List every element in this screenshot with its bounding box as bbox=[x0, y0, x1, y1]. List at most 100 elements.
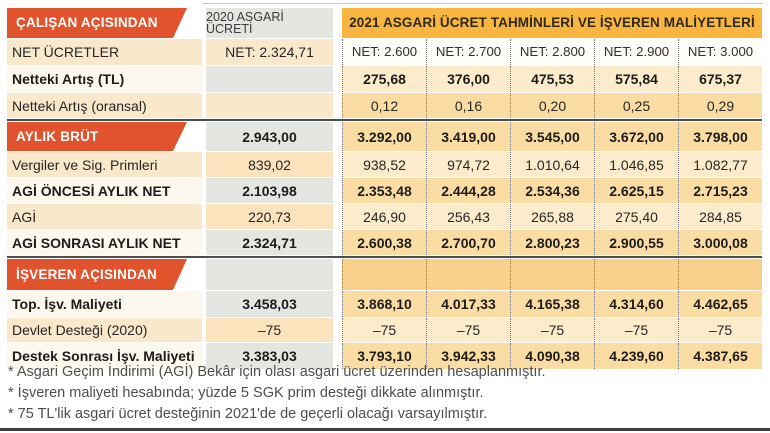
cell-2021: –75 bbox=[678, 318, 762, 342]
row-label: Top. İşv. Maliyeti bbox=[7, 291, 202, 317]
cell-2021: –75 bbox=[510, 318, 594, 342]
column-header-2021: 2021 ASGARİ ÜCRET TAHMİNLERİ VE İŞVEREN … bbox=[342, 8, 762, 38]
cell-2021: 4.387,65 bbox=[678, 343, 762, 369]
cell-2021: –75 bbox=[426, 318, 510, 342]
cell-2021: 275,40 bbox=[594, 204, 678, 229]
cell-2021: 3.868,10 bbox=[342, 291, 426, 317]
cell-2021 bbox=[426, 259, 510, 290]
column-gap bbox=[333, 343, 342, 369]
column-gap bbox=[333, 93, 342, 118]
cell-2021: NET: 2.600 bbox=[342, 39, 426, 65]
column-gap bbox=[333, 178, 342, 203]
banner-label: İŞVEREN AÇISINDAN bbox=[16, 266, 157, 282]
cell-2021: 4.239,60 bbox=[594, 343, 678, 369]
cell-2021: 376,00 bbox=[426, 66, 510, 92]
column-gap bbox=[333, 291, 342, 317]
cell-2021: NET: 2.800 bbox=[510, 39, 594, 65]
row-label: NET ÜCRETLER bbox=[7, 39, 202, 65]
cell-2020: 839,02 bbox=[202, 152, 333, 177]
section-banner-isveren: İŞVEREN AÇISINDAN bbox=[7, 259, 187, 290]
cell-2021: 4.165,38 bbox=[510, 291, 594, 317]
table-row: Netteki Artış (oransal) 0,12 0,16 0,20 0… bbox=[7, 93, 762, 119]
cell-2021: 246,90 bbox=[342, 204, 426, 229]
cell-2020: –75 bbox=[202, 318, 333, 342]
cell-2021: 3.419,00 bbox=[426, 122, 510, 151]
table-row: Destek Sonrası İşv. Maliyeti 3.383,03 3.… bbox=[7, 343, 762, 370]
cell-2021: 4.017,33 bbox=[426, 291, 510, 317]
header-row: ÇALIŞAN AÇISINDAN 2020 ASGARİ ÜCRETİ 202… bbox=[7, 8, 762, 39]
cell-2021: –75 bbox=[342, 318, 426, 342]
cell-2021: 0,25 bbox=[594, 93, 678, 118]
cell-2021: NET: 2.700 bbox=[426, 39, 510, 65]
cell-2021: 3.292,00 bbox=[342, 122, 426, 151]
column-gap bbox=[333, 122, 342, 151]
cell-2021: NET: 3.000 bbox=[678, 39, 762, 65]
cell-2021: 3.798,00 bbox=[678, 122, 762, 151]
cell-2021: 4.314,60 bbox=[594, 291, 678, 317]
cell-2021: 256,43 bbox=[426, 204, 510, 229]
column-gap bbox=[333, 66, 342, 92]
cell-2020: 3.383,03 bbox=[202, 343, 333, 369]
footnote: * Asgari Geçim İndirimi (AGİ) Bekâr için… bbox=[8, 364, 546, 380]
cell-2021: 3.793,10 bbox=[342, 343, 426, 369]
cell-2021: 2.600,38 bbox=[342, 230, 426, 255]
row-label: Netteki Artış (TL) bbox=[7, 66, 202, 92]
cell-2021: 3.942,33 bbox=[426, 343, 510, 369]
footnotes: * Asgari Geçim İndirimi (AGİ) Bekâr için… bbox=[8, 362, 546, 425]
table-row: Netteki Artış (TL) 275,68 376,00 475,53 … bbox=[7, 66, 762, 93]
column-header-2020: 2020 ASGARİ ÜCRETİ bbox=[202, 8, 333, 38]
cell-2020 bbox=[202, 66, 333, 92]
cell-2021: 2.625,15 bbox=[594, 178, 678, 203]
cell-2020: 220,73 bbox=[202, 204, 333, 229]
cell-2021: 2.700,70 bbox=[426, 230, 510, 255]
section-divider bbox=[7, 256, 762, 259]
cell-2021: 0,20 bbox=[510, 93, 594, 118]
row-label: AYLIK BRÜT bbox=[7, 122, 202, 151]
cell-2021: 675,37 bbox=[678, 66, 762, 92]
column-gap bbox=[333, 152, 342, 177]
cell-2021: 2.900,55 bbox=[594, 230, 678, 255]
cell-2021: 2.534,36 bbox=[510, 178, 594, 203]
table-row: AGİ 220,73 246,90 256,43 265,88 275,40 2… bbox=[7, 204, 762, 230]
section-banner-calisan: ÇALIŞAN AÇISINDAN bbox=[7, 8, 187, 38]
row-label: Vergiler ve Sig. Primleri bbox=[7, 152, 202, 177]
cell-2021: 0,29 bbox=[678, 93, 762, 118]
cell-2021: 3.672,00 bbox=[594, 122, 678, 151]
banner-label: ÇALIŞAN AÇISINDAN bbox=[16, 15, 158, 31]
cell-2021: 3.000,08 bbox=[678, 230, 762, 255]
cell-2021: 2.715,23 bbox=[678, 178, 762, 203]
column-gap bbox=[333, 259, 342, 290]
column-gap bbox=[333, 318, 342, 342]
table-row: AGİ SONRASI AYLIK NET 2.324,71 2.600,38 … bbox=[7, 230, 762, 256]
cell-2021: 0,12 bbox=[342, 93, 426, 118]
column-gap bbox=[333, 230, 342, 255]
cell-2021: 2.353,48 bbox=[342, 178, 426, 203]
row-label: İŞVEREN AÇISINDAN bbox=[7, 259, 202, 290]
row-label: AGİ bbox=[7, 204, 202, 229]
column-gap bbox=[333, 39, 342, 65]
row-label: Netteki Artış (oransal) bbox=[7, 93, 202, 118]
table-row: Top. İşv. Maliyeti 3.458,03 3.868,10 4.0… bbox=[7, 291, 762, 318]
table-row: Vergiler ve Sig. Primleri 839,02 938,52 … bbox=[7, 152, 762, 178]
table-row: AGİ ÖNCESİ AYLIK NET 2.103,98 2.353,48 2… bbox=[7, 178, 762, 204]
cell-2021: 2.800,23 bbox=[510, 230, 594, 255]
wage-table: ÇALIŞAN AÇISINDAN 2020 ASGARİ ÜCRETİ 202… bbox=[7, 8, 762, 370]
section-divider bbox=[7, 119, 762, 122]
cell-2021: 974,72 bbox=[426, 152, 510, 177]
cell-2021: –75 bbox=[594, 318, 678, 342]
column-gap bbox=[333, 8, 342, 38]
cell-2021: 475,53 bbox=[510, 66, 594, 92]
section-banner-aylik-brut: AYLIK BRÜT bbox=[7, 122, 187, 151]
header-label-cell: ÇALIŞAN AÇISINDAN bbox=[7, 8, 202, 38]
cell-2021 bbox=[678, 259, 762, 290]
cell-2021: 1.082,77 bbox=[678, 152, 762, 177]
row-label: AGİ ÖNCESİ AYLIK NET bbox=[7, 178, 202, 203]
cell-2021: 275,68 bbox=[342, 66, 426, 92]
footnote: * 75 TL'lik asgari ücret desteğinin 2021… bbox=[8, 406, 488, 422]
table-row: NET ÜCRETLER NET: 2.324,71 NET: 2.600 NE… bbox=[7, 39, 762, 66]
table-row: AYLIK BRÜT 2.943,00 3.292,00 3.419,00 3.… bbox=[7, 122, 762, 152]
table-row: Devlet Desteği (2020) –75 –75 –75 –75 –7… bbox=[7, 318, 762, 343]
row-label: AGİ SONRASI AYLIK NET bbox=[7, 230, 202, 255]
footnote: * İşveren maliyeti hesabında; yüzde 5 SG… bbox=[8, 385, 484, 401]
cell-2021: 0,16 bbox=[426, 93, 510, 118]
